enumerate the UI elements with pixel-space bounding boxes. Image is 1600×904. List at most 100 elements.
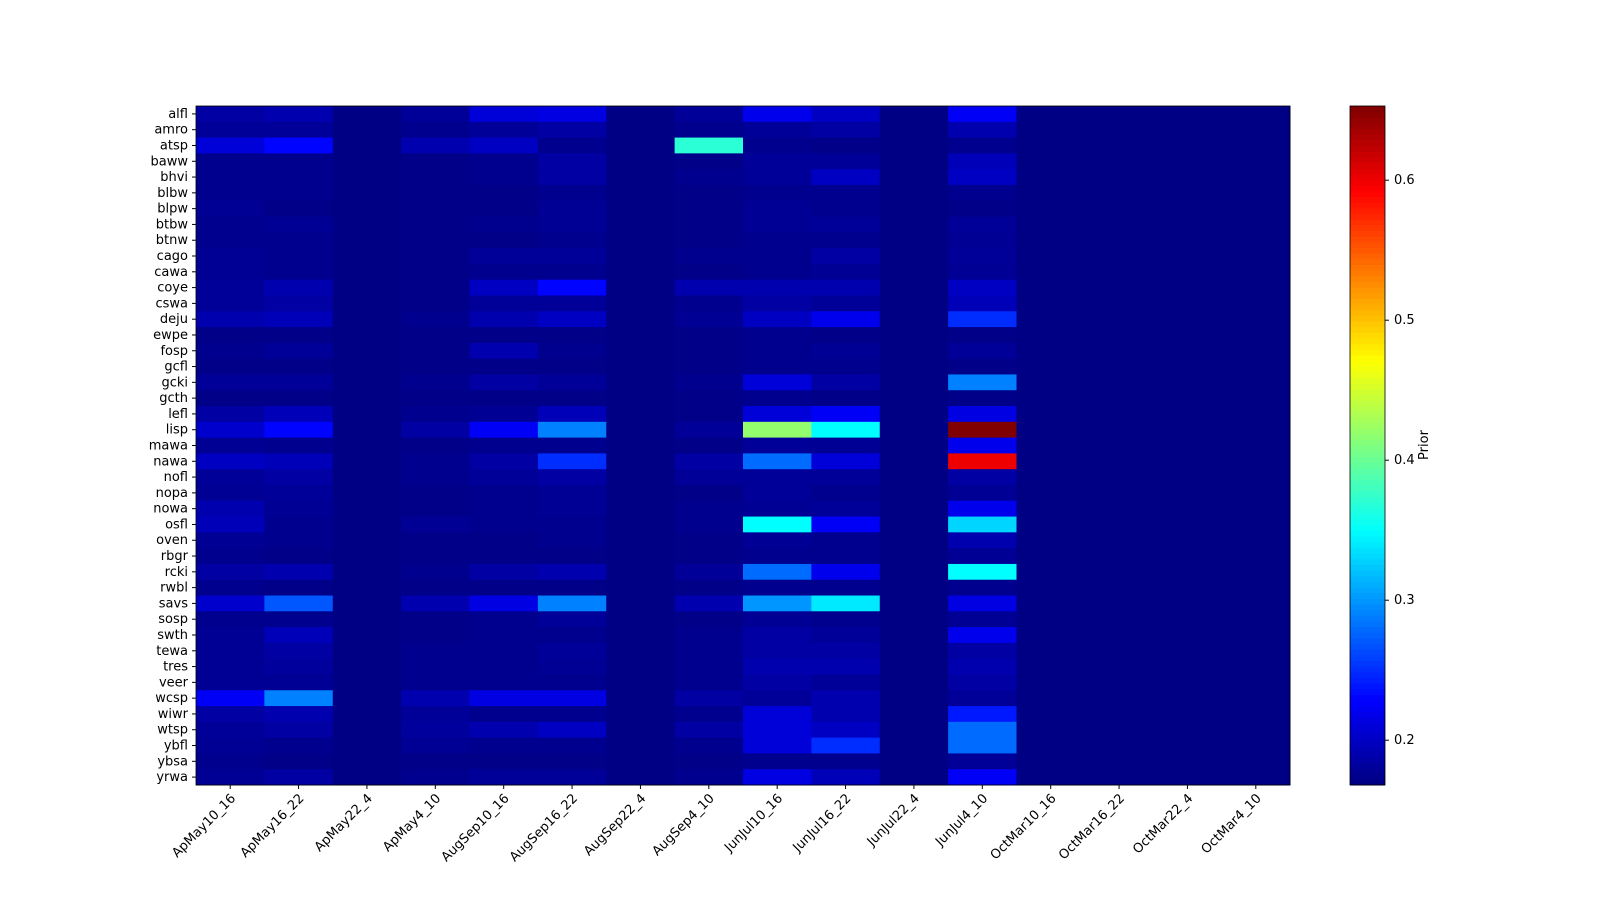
heatmap-cell bbox=[264, 121, 334, 139]
heatmap-cell bbox=[264, 311, 334, 328]
colorbar-segment bbox=[1350, 592, 1385, 599]
heatmap-cell bbox=[743, 484, 812, 502]
heatmap-cell bbox=[879, 595, 949, 612]
heatmap-cell bbox=[1153, 469, 1223, 486]
y-tick-label: cago bbox=[157, 249, 188, 264]
x-tick-label: JunJul4_10 bbox=[932, 791, 991, 850]
heatmap-cell bbox=[743, 311, 812, 328]
heatmap-cell bbox=[264, 769, 334, 786]
heatmap-cell bbox=[1084, 469, 1154, 486]
heatmap-cell bbox=[469, 753, 539, 770]
heatmap-cell bbox=[674, 279, 744, 296]
heatmap-cell bbox=[743, 153, 812, 170]
heatmap-cell bbox=[1153, 627, 1223, 644]
heatmap-cell bbox=[879, 121, 949, 139]
heatmap-cell bbox=[606, 137, 676, 154]
colorbar-segment bbox=[1350, 490, 1385, 497]
heatmap-cell bbox=[1016, 769, 1086, 786]
heatmap-cell bbox=[1221, 484, 1291, 502]
heatmap-cell bbox=[469, 642, 539, 660]
colorbar-segment bbox=[1350, 349, 1385, 356]
colorbar-segment bbox=[1350, 281, 1385, 288]
heatmap-cell bbox=[1016, 627, 1086, 644]
heatmap-cell bbox=[196, 642, 265, 660]
colorbar-segment bbox=[1350, 451, 1385, 458]
colorbar-segment bbox=[1350, 705, 1385, 712]
colorbar-segment bbox=[1350, 524, 1385, 531]
heatmap-cell bbox=[537, 279, 607, 296]
heatmap-cell bbox=[743, 595, 812, 612]
heatmap-cell bbox=[606, 500, 676, 518]
heatmap-cell bbox=[264, 674, 334, 691]
heatmap-cell bbox=[264, 263, 334, 281]
heatmap-cell bbox=[469, 532, 539, 549]
heatmap-cell bbox=[948, 658, 1017, 675]
colorbar-segment bbox=[1350, 230, 1385, 237]
heatmap-cell bbox=[537, 500, 607, 518]
heatmap-cell bbox=[469, 295, 539, 312]
heatmap-cell bbox=[537, 548, 607, 565]
heatmap-cell bbox=[674, 548, 744, 565]
heatmap-cell bbox=[264, 216, 334, 233]
colorbar-segment bbox=[1350, 213, 1385, 220]
heatmap-cell bbox=[879, 311, 949, 328]
heatmap-cell bbox=[1221, 627, 1291, 644]
heatmap-cell bbox=[1016, 153, 1086, 170]
heatmap-cell bbox=[879, 390, 949, 407]
heatmap-cell bbox=[1153, 137, 1223, 154]
heatmap-cell bbox=[948, 263, 1017, 281]
x-tick-label: ApMay4_10 bbox=[380, 791, 444, 855]
heatmap-cell bbox=[469, 453, 539, 470]
heatmap-cell bbox=[469, 737, 539, 754]
x-tick-label: OctMar4_10 bbox=[1199, 791, 1265, 857]
heatmap-cell bbox=[401, 595, 470, 612]
heatmap-cell bbox=[1221, 595, 1291, 612]
colorbar-segment bbox=[1350, 219, 1385, 226]
plot-frame bbox=[195, 105, 1291, 786]
heatmap-cell bbox=[743, 627, 812, 644]
heatmap-cell bbox=[1084, 627, 1154, 644]
colorbar-tick-label: 0.5 bbox=[1394, 313, 1415, 328]
colorbar-segment bbox=[1350, 298, 1385, 305]
heatmap-cell bbox=[1221, 358, 1291, 375]
heatmap-cell bbox=[1084, 390, 1154, 407]
colorbar-segment bbox=[1350, 547, 1385, 554]
heatmap-cell bbox=[196, 390, 265, 407]
heatmap-cell bbox=[948, 706, 1017, 723]
heatmap-cell bbox=[1221, 421, 1291, 439]
heatmap-cell bbox=[469, 595, 539, 612]
heatmap-cell bbox=[1084, 516, 1154, 533]
heatmap-cell bbox=[1016, 721, 1086, 739]
heatmap-cell bbox=[1016, 390, 1086, 407]
heatmap-cell bbox=[332, 627, 402, 644]
heatmap-cell bbox=[879, 232, 949, 249]
heatmap-cell bbox=[1153, 532, 1223, 549]
heatmap-cell bbox=[1221, 121, 1291, 139]
y-tick-label: nowa bbox=[153, 502, 188, 517]
heatmap-cell bbox=[674, 342, 744, 360]
heatmap-cell bbox=[948, 500, 1017, 518]
heatmap-cell bbox=[1016, 263, 1086, 281]
heatmap-cell bbox=[401, 563, 470, 581]
heatmap-cell bbox=[469, 484, 539, 502]
colorbar-segment bbox=[1350, 383, 1385, 390]
heatmap-cell bbox=[469, 769, 539, 786]
heatmap-cell bbox=[469, 153, 539, 170]
heatmap-cell bbox=[606, 769, 676, 786]
heatmap-cell bbox=[948, 342, 1017, 360]
heatmap-cell bbox=[401, 311, 470, 328]
colorbar-segment bbox=[1350, 428, 1385, 435]
heatmap-cell bbox=[811, 358, 881, 375]
heatmap-cell bbox=[537, 216, 607, 233]
heatmap-cell bbox=[537, 721, 607, 739]
heatmap-cell bbox=[537, 595, 607, 612]
heatmap-cell bbox=[879, 706, 949, 723]
colorbar-segment bbox=[1350, 366, 1385, 373]
heatmap-cell bbox=[537, 248, 607, 265]
y-tick-label: wtsp bbox=[157, 723, 188, 738]
colorbar-segment bbox=[1350, 371, 1385, 379]
y-tick-label: veer bbox=[159, 675, 189, 690]
heatmap-cell bbox=[1153, 563, 1223, 581]
colorbar-segment bbox=[1350, 496, 1385, 503]
heatmap-cell bbox=[1084, 532, 1154, 549]
